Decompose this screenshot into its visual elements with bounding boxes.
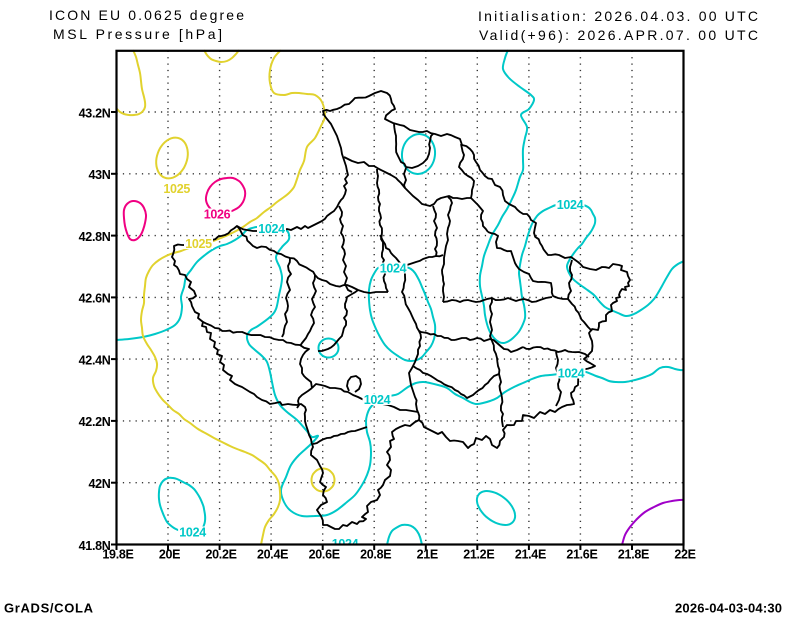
svg-text:43N: 43N	[88, 168, 110, 182]
svg-text:2026-04-03-04:30: 2026-04-03-04:30	[675, 601, 782, 616]
svg-text:MSL Pressure [hPa]: MSL Pressure [hPa]	[53, 26, 222, 42]
svg-text:20.2E: 20.2E	[206, 548, 237, 562]
svg-text:1024: 1024	[332, 537, 359, 551]
svg-text:42N: 42N	[88, 477, 110, 491]
svg-text:Initialisation: 2026.04.03. 00: Initialisation: 2026.04.03. 00 UTC	[478, 8, 758, 24]
svg-text:42.4N: 42.4N	[79, 353, 111, 367]
svg-text:1024: 1024	[380, 261, 407, 275]
svg-text:21.2E: 21.2E	[463, 548, 494, 562]
svg-text:43.2N: 43.2N	[79, 106, 111, 120]
svg-text:42.8N: 42.8N	[79, 230, 111, 244]
svg-text:1026: 1026	[204, 207, 231, 221]
svg-text:42.6N: 42.6N	[79, 292, 111, 306]
svg-text:20.8E: 20.8E	[360, 548, 391, 562]
svg-text:1024: 1024	[179, 525, 206, 539]
svg-text:41.8N: 41.8N	[79, 539, 111, 553]
svg-text:1024: 1024	[364, 393, 391, 407]
svg-text:1024: 1024	[558, 366, 585, 380]
svg-text:20.4E: 20.4E	[257, 548, 288, 562]
svg-text:ICON EU 0.0625 degree: ICON EU 0.0625 degree	[49, 7, 244, 23]
svg-text:21.6E: 21.6E	[566, 548, 597, 562]
svg-text:1024: 1024	[557, 198, 584, 212]
svg-text:21E: 21E	[417, 548, 438, 562]
svg-text:42.2N: 42.2N	[79, 415, 111, 429]
svg-text:1024: 1024	[258, 222, 285, 236]
svg-text:20E: 20E	[159, 548, 180, 562]
svg-text:22E: 22E	[674, 548, 695, 562]
svg-text:21.8E: 21.8E	[618, 548, 649, 562]
svg-text:1025: 1025	[185, 237, 212, 251]
svg-text:21.4E: 21.4E	[515, 548, 546, 562]
svg-text:GrADS/COLA: GrADS/COLA	[4, 601, 94, 616]
svg-text:1025: 1025	[163, 182, 190, 196]
svg-text:Valid(+96): 2026.APR.07. 00 UT: Valid(+96): 2026.APR.07. 00 UTC	[479, 27, 758, 43]
svg-text:20.6E: 20.6E	[309, 548, 340, 562]
svg-text:19.8E: 19.8E	[102, 548, 133, 562]
